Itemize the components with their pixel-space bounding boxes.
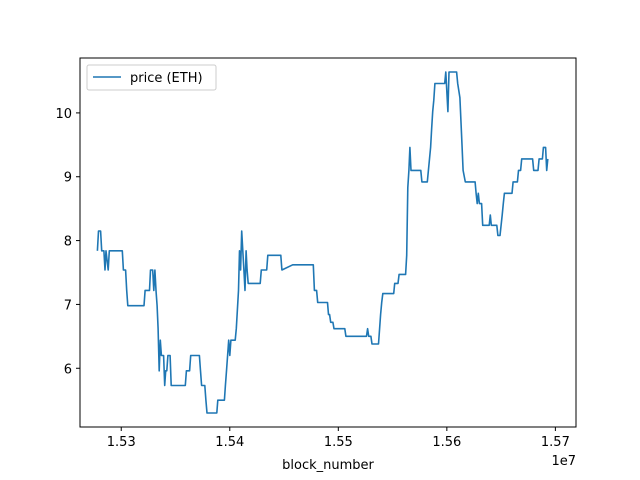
x-offset-label: 1e7 (551, 454, 576, 469)
x-tick-label: 1.57 (541, 435, 570, 450)
legend: price (ETH) (86, 64, 217, 91)
x-axis-label: block_number (282, 458, 374, 473)
x-axis: 1.53 1.54 1.55 1.56 1.57 (107, 427, 570, 450)
plot-area (96, 71, 549, 414)
legend-label: price (ETH) (130, 71, 203, 86)
x-tick-label: 1.53 (107, 435, 136, 450)
x-tick-label: 1.54 (215, 435, 244, 450)
y-tick-label: 10 (55, 107, 72, 122)
series-line-0 (96, 71, 549, 414)
y-tick-label: 6 (64, 362, 72, 377)
y-tick-label: 9 (64, 171, 72, 186)
legend-box (86, 64, 217, 91)
x-tick-label: 1.55 (324, 435, 353, 450)
y-tick-label: 7 (64, 298, 72, 313)
y-tick-label: 8 (64, 235, 72, 250)
plot-frame (79, 57, 577, 428)
y-axis: 6 7 8 9 10 (55, 107, 80, 377)
x-tick-label: 1.56 (432, 435, 461, 450)
